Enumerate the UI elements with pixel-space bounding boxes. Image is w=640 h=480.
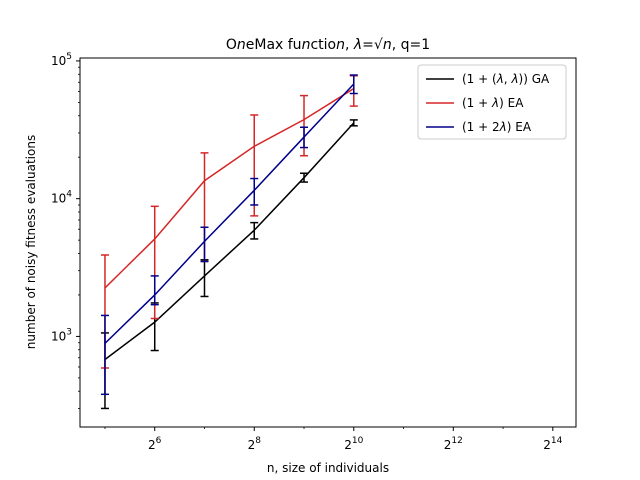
series-layer	[100, 74, 358, 410]
x-axis: 26 28 210 212 214	[104, 427, 563, 452]
legend-box	[417, 64, 567, 140]
x-tick-label: 28	[248, 436, 262, 452]
series-2	[100, 74, 358, 396]
y-axis: 103 104 105	[51, 52, 80, 409]
legend-label: (1 + λ) EA	[462, 96, 524, 110]
legend-label: (1 + 2λ) EA	[462, 120, 532, 134]
series-line	[104, 87, 355, 289]
legend: (1 + (λ, λ)) GA (1 + λ) EA (1 + 2λ) EA	[417, 64, 567, 140]
chart-title: OneMax function, λ=√n, q=1	[226, 37, 430, 53]
series-line	[104, 122, 355, 361]
y-tick-label: 105	[51, 52, 72, 68]
x-tick-label: 212	[444, 436, 463, 452]
y-tick-label: 104	[51, 190, 72, 206]
legend-label: (1 + (λ, λ)) GA	[462, 72, 550, 86]
series-1	[100, 75, 358, 369]
y-tick-label: 103	[51, 327, 72, 343]
x-tick-label: 214	[543, 436, 562, 452]
y-axis-label: number of noisy fitness evaluations	[24, 135, 38, 349]
x-axis-label: n, size of individuals	[267, 461, 389, 475]
x-tick-label: 26	[148, 436, 162, 452]
plot-frame	[79, 57, 577, 428]
x-tick-label: 210	[344, 436, 363, 452]
series-line	[104, 83, 355, 344]
